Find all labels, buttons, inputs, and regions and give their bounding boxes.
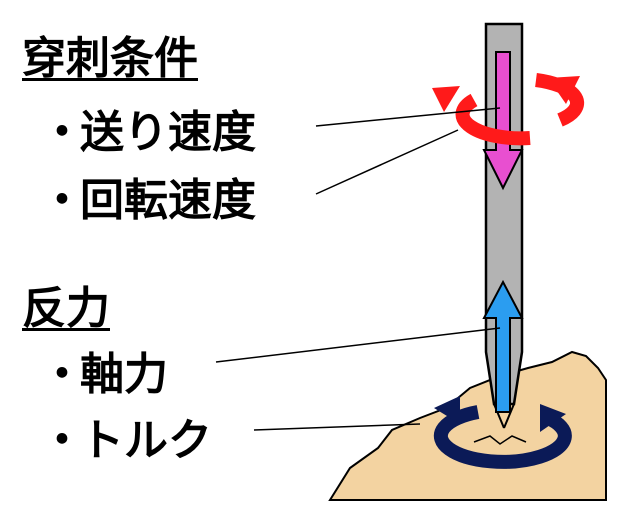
axial-force-arrow — [482, 279, 524, 413]
reaction-label-axial-force: 軸力 — [80, 349, 168, 400]
reaction-item-torque: ・トルク — [40, 404, 212, 468]
leader-torque — [253, 423, 421, 431]
leader-axial-force — [215, 327, 501, 363]
condition-item-feed-speed: ・送り速度 — [40, 96, 256, 160]
rotation-arrow — [432, 73, 585, 146]
puncture-crack — [473, 435, 527, 445]
reactions-heading: 反力 — [22, 283, 110, 334]
reaction-label-torque: トルク — [80, 415, 212, 466]
bullet: ・ — [40, 107, 84, 158]
condition-label-rotation-speed: 回転速度 — [80, 175, 256, 226]
leader-rotation-speed — [315, 129, 459, 195]
conditions-heading: 穿刺条件 — [22, 33, 198, 84]
condition-label-feed-speed: 送り速度 — [80, 107, 256, 158]
condition-item-rotation-speed: ・回転速度 — [40, 164, 256, 228]
reaction-item-axial-force: ・軸力 — [40, 338, 168, 402]
torque-arrow — [433, 396, 572, 469]
leader-feed-speed — [315, 107, 501, 127]
bullet: ・ — [40, 415, 84, 466]
bullet: ・ — [40, 175, 84, 226]
bullet: ・ — [40, 349, 84, 400]
feed-arrow — [482, 51, 524, 191]
